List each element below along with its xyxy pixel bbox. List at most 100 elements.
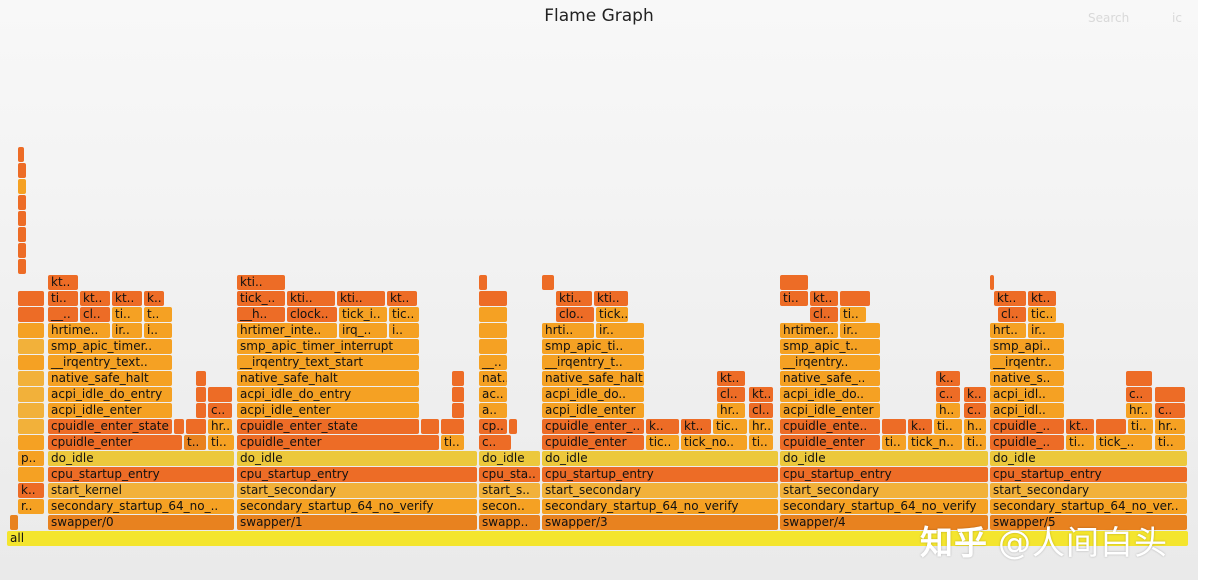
frame[interactable]: start_secondary [237,483,477,498]
frame[interactable]: acpi_idle_do.. [542,387,644,402]
frame[interactable]: kt.. [1066,419,1094,434]
frame[interactable] [18,307,44,322]
frame[interactable] [479,291,507,306]
frame[interactable] [441,419,464,434]
frame[interactable]: h.. [964,419,986,434]
frame[interactable]: kt.. [387,291,417,306]
frame[interactable]: __irqentry_t.. [542,355,644,370]
frame[interactable]: tic.. [389,307,419,322]
frame[interactable]: ti.. [441,435,464,450]
frame[interactable]: cpu_startup_entry [780,467,988,482]
frame[interactable] [174,419,184,434]
frame[interactable] [479,323,507,338]
frame[interactable]: kt.. [810,291,838,306]
frame[interactable] [18,323,44,338]
frame[interactable]: ti.. [1128,419,1153,434]
frame[interactable]: ti.. [780,291,808,306]
frame[interactable]: ti.. [48,291,78,306]
frame[interactable]: cl.. [717,387,745,402]
frame[interactable]: kt.. [681,419,711,434]
frame[interactable]: tic.. [1028,307,1056,322]
frame[interactable]: __.. [479,355,507,370]
frame[interactable]: kti.. [337,291,385,306]
frame[interactable]: ir.. [112,323,142,338]
frame[interactable]: cpuidle_enter_state [237,419,419,434]
frame[interactable]: smp_api.. [990,339,1064,354]
frame[interactable] [196,387,206,402]
frame[interactable]: cpuidle_enter [780,435,880,450]
frame[interactable]: start_secondary [542,483,778,498]
frame[interactable]: acpi_idle_do_entry [237,387,419,402]
frame-root[interactable]: all [7,531,1188,546]
frame[interactable] [452,371,464,386]
frame[interactable]: do_idle [48,451,234,466]
frame[interactable]: cpu_startup_entry [48,467,234,482]
frame[interactable]: c.. [208,403,232,418]
frame[interactable]: cl.. [80,307,110,322]
frame[interactable] [421,419,439,434]
frame[interactable]: __irqentr.. [990,355,1064,370]
frame[interactable]: smp_apic_ti.. [542,339,644,354]
frame[interactable]: kt.. [1028,291,1056,306]
frame[interactable]: ti.. [208,435,234,450]
frame[interactable]: kti.. [556,291,592,306]
frame[interactable]: acpi_idl.. [990,387,1064,402]
frame[interactable]: clo.. [556,307,594,322]
frame[interactable]: kti.. [237,275,285,290]
frame[interactable] [479,275,487,290]
frame[interactable]: acpi_idl.. [990,403,1064,418]
frame[interactable]: hrtimer.. [780,323,838,338]
frame[interactable] [18,467,44,482]
frame[interactable]: do_idle [479,451,540,466]
frame[interactable]: do_idle [237,451,477,466]
frame[interactable]: ir.. [596,323,644,338]
frame[interactable]: smp_apic_timer.. [48,339,172,354]
frame[interactable]: h.. [936,403,960,418]
frame[interactable]: cpuidle_enter [237,435,439,450]
frame[interactable] [990,275,994,290]
frame[interactable] [882,419,906,434]
frame[interactable]: secondary_startup_64_no_verify [542,499,778,514]
frame[interactable]: kt.. [80,291,110,306]
frame[interactable] [18,163,26,178]
frame[interactable]: tick.. [596,307,628,322]
frame[interactable]: native_safe_.. [780,371,880,386]
frame[interactable] [509,419,517,434]
frame[interactable]: do_idle [542,451,778,466]
frame[interactable]: ti.. [112,307,142,322]
frame[interactable]: hrt.. [990,323,1026,338]
frame[interactable]: hr.. [208,419,232,434]
frame[interactable]: acpi_idle_do.. [780,387,880,402]
frame[interactable]: cpuidle_enter [48,435,182,450]
frame[interactable]: hr.. [717,403,745,418]
frame[interactable]: acpi_idle_enter [780,403,880,418]
frame[interactable] [18,243,26,258]
frame[interactable]: __irqentry_text.. [48,355,172,370]
frame[interactable] [1096,419,1126,434]
frame[interactable]: c.. [479,435,511,450]
frame[interactable]: kt.. [749,387,773,402]
frame[interactable] [18,179,26,194]
frame[interactable]: nat.. [479,371,507,386]
frame[interactable]: start_s.. [479,483,540,498]
frame[interactable] [18,419,44,434]
frame[interactable]: p.. [18,451,44,466]
frame[interactable]: secondary_startup_64_no_.. [48,499,234,514]
frame[interactable]: start_kernel [48,483,234,498]
frame[interactable]: secondary_startup_64_no_verify [780,499,988,514]
frame[interactable]: tick_n.. [908,435,962,450]
frame[interactable]: ti.. [749,435,773,450]
frame[interactable]: ac.. [479,387,507,402]
frame[interactable] [18,371,44,386]
frame[interactable]: k.. [18,483,44,498]
frame[interactable]: start_secondary [780,483,988,498]
frame[interactable]: tic.. [646,435,679,450]
frame[interactable]: tic.. [713,419,747,434]
frame[interactable]: ti.. [840,307,866,322]
frame[interactable]: cpu_startup_entry [990,467,1187,482]
frame[interactable]: cl.. [749,403,773,418]
frame[interactable]: t.. [184,435,206,450]
frame[interactable]: native_s.. [990,371,1064,386]
frame[interactable]: cpu_sta.. [479,467,540,482]
ignore-case-toggle[interactable]: ic [1172,11,1182,25]
